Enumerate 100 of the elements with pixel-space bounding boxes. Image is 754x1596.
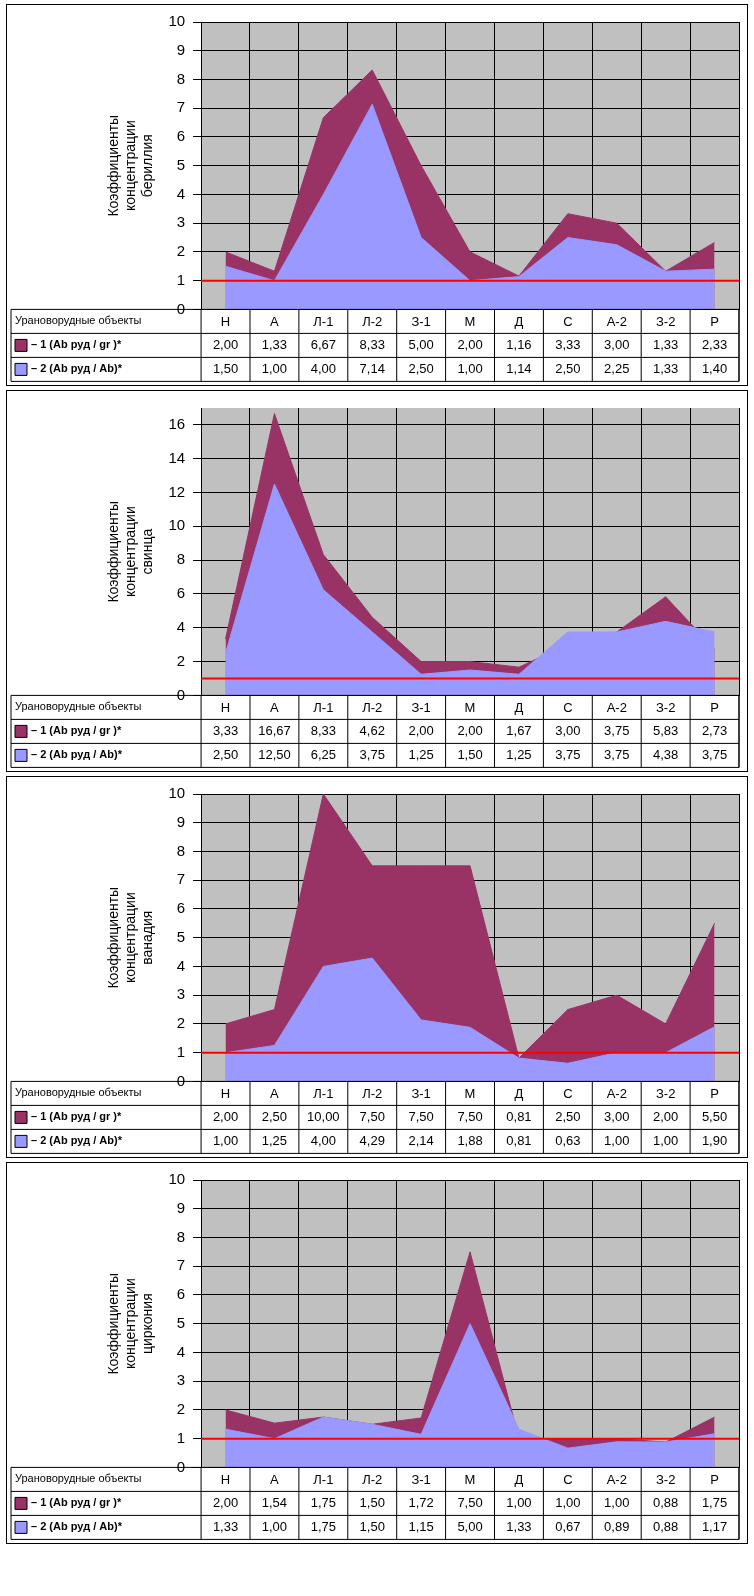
data-label: 2,00 xyxy=(457,722,483,738)
data-label: 1,16 xyxy=(506,336,532,352)
y-tick-label: 6 xyxy=(176,584,186,602)
data-label: 1,25 xyxy=(408,746,434,762)
x-tick-label: Д xyxy=(514,1085,524,1101)
data-label: 3,00 xyxy=(555,722,581,738)
y-tick-label: 3 xyxy=(176,213,186,231)
y-tick-label: 10 xyxy=(168,12,186,30)
data-label: 2,00 xyxy=(212,1494,239,1510)
data-label: 0,63 xyxy=(555,1132,581,1148)
data-label: 1,00 xyxy=(261,1518,288,1534)
x-tick-label: С xyxy=(563,699,573,715)
x-tick-label: Р xyxy=(710,699,719,715)
data-label: 1,33 xyxy=(261,336,288,352)
data-label: 7,14 xyxy=(359,360,385,376)
data-label: 1,67 xyxy=(506,722,532,738)
x-tick-label: А-2 xyxy=(606,1085,627,1101)
data-label: 8,33 xyxy=(359,336,385,352)
x-tick-label: Д xyxy=(514,699,524,715)
y-tick-label: 2 xyxy=(176,242,186,260)
data-label: 1,00 xyxy=(506,1494,532,1510)
data-label: 1,88 xyxy=(457,1132,483,1148)
data-label: 3,75 xyxy=(604,722,630,738)
x-tick-label: М xyxy=(464,1085,476,1101)
data-label: 5,00 xyxy=(457,1518,483,1534)
x-tick-label: Д xyxy=(514,313,524,329)
y-tick-label: 4 xyxy=(176,617,186,635)
data-label: 5,50 xyxy=(701,1108,728,1124)
x-tick-label: М xyxy=(464,699,476,715)
data-label: 1,33 xyxy=(652,360,679,376)
data-label: 1,72 xyxy=(408,1494,434,1510)
y-tick-label: 9 xyxy=(176,812,186,830)
x-tick-label: Р xyxy=(710,1085,719,1101)
data-label: 8,33 xyxy=(310,722,336,738)
data-label: 2,50 xyxy=(555,360,581,376)
x-tick-label: Н xyxy=(220,313,231,329)
x-tick-label: Л-1 xyxy=(313,1471,334,1487)
data-label: 2,14 xyxy=(408,1132,434,1148)
data-label: 1,25 xyxy=(506,746,532,762)
data-label: 1,00 xyxy=(457,360,483,376)
x-tick-label: Л-2 xyxy=(362,313,383,329)
y-tick-label: 9 xyxy=(176,1198,186,1216)
data-label: 0,89 xyxy=(604,1518,630,1534)
legend-label: – 1 (Ab руд / gr )* xyxy=(31,338,123,351)
data-label: 1,54 xyxy=(261,1494,288,1510)
y-tick-label: 10 xyxy=(168,516,186,534)
y-axis-title: Коэффициенты концентрации бериллия xyxy=(105,114,155,217)
x-tick-label: А xyxy=(270,699,280,715)
y-tick-label: 14 xyxy=(168,448,186,466)
data-label: 3,00 xyxy=(604,1108,630,1124)
x-tick-label: А-2 xyxy=(606,699,627,715)
y-tick-label: 3 xyxy=(176,985,186,1003)
data-label: 16,67 xyxy=(258,722,291,738)
data-label: 4,00 xyxy=(310,1132,336,1148)
x-tick-label: Л-1 xyxy=(313,313,334,329)
y-tick-label: 4 xyxy=(176,1342,186,1360)
y-tick-label: 12 xyxy=(168,482,186,500)
x-tick-label: З-2 xyxy=(655,313,676,329)
y-tick-label: 8 xyxy=(176,1227,186,1245)
data-label: 7,50 xyxy=(457,1494,483,1510)
x-tick-label: Н xyxy=(220,1471,231,1487)
data-label: 3,75 xyxy=(604,746,630,762)
data-label: 1,17 xyxy=(701,1518,728,1534)
data-label: 1,50 xyxy=(212,360,239,376)
x-tick-label: Л-1 xyxy=(313,1085,334,1101)
legend-label: – 2 (Ab руд / Ab)* xyxy=(31,1520,123,1533)
data-label: 1,00 xyxy=(604,1494,630,1510)
data-label: 2,00 xyxy=(212,1108,239,1124)
data-label: 3,75 xyxy=(359,746,385,762)
data-label: 7,50 xyxy=(359,1108,385,1124)
data-label: 1,00 xyxy=(212,1132,239,1148)
x-tick-label: А xyxy=(270,313,280,329)
data-label: 0,88 xyxy=(652,1518,679,1534)
x-tick-label: Л-1 xyxy=(313,699,334,715)
y-tick-label: 4 xyxy=(176,184,186,202)
data-label: 1,75 xyxy=(310,1494,336,1510)
y-tick-label: 3 xyxy=(176,1371,186,1389)
y-tick-label: 6 xyxy=(176,899,186,917)
y-tick-label: 2 xyxy=(176,1014,186,1032)
x-tick-label: С xyxy=(563,1085,573,1101)
data-label: 7,50 xyxy=(457,1108,483,1124)
x-axis-title: Урановорудные объекты xyxy=(15,700,142,713)
x-tick-label: А-2 xyxy=(606,313,627,329)
data-label: 3,75 xyxy=(701,746,728,762)
x-tick-label: А xyxy=(270,1471,280,1487)
y-tick-label: 6 xyxy=(176,1285,186,1303)
data-label: 1,75 xyxy=(310,1518,336,1534)
x-tick-label: М xyxy=(464,1471,476,1487)
x-tick-label: С xyxy=(563,1471,573,1487)
data-label: 1,33 xyxy=(506,1518,532,1534)
data-label: 1,14 xyxy=(506,360,532,376)
x-tick-label: А-2 xyxy=(606,1471,627,1487)
data-label: 5,00 xyxy=(408,336,434,352)
data-label: 0,81 xyxy=(506,1108,532,1124)
data-label: 10,00 xyxy=(307,1108,340,1124)
data-label: 2,00 xyxy=(408,722,434,738)
x-tick-label: Л-2 xyxy=(362,1471,383,1487)
y-tick-label: 9 xyxy=(176,40,186,58)
data-label: 1,50 xyxy=(457,746,483,762)
data-label: 2,50 xyxy=(408,360,434,376)
